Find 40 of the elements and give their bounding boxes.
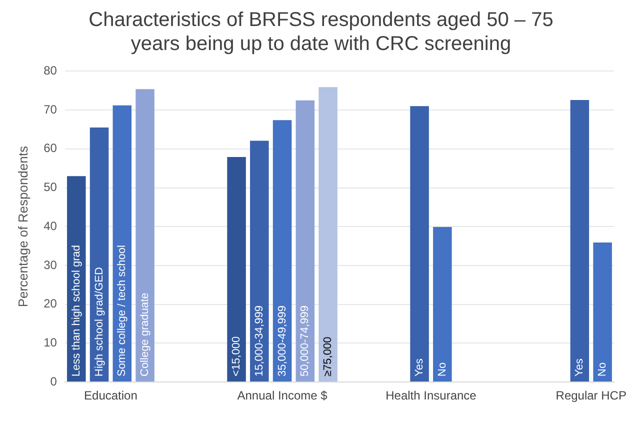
bar — [296, 100, 315, 382]
text: Health Insurance — [386, 388, 477, 402]
y-tick-label: 70 — [44, 102, 58, 116]
x-tick-label: Some college / tech school — [116, 245, 128, 376]
x-tick-label: No — [436, 362, 448, 376]
y-tick-label: 0 — [50, 374, 58, 388]
y-tick-label: 60 — [44, 141, 58, 156]
x-tick-label: High school grad/GED — [93, 267, 106, 376]
bar — [227, 157, 246, 382]
bar — [318, 87, 338, 382]
x-tick-label: College graduate — [139, 292, 152, 376]
x-tick-label: ≥75,000 — [322, 336, 334, 376]
bar — [570, 100, 590, 382]
y-tick-label: 50 — [44, 180, 58, 194]
bar — [433, 226, 452, 382]
bar — [593, 242, 612, 382]
x-tick-label: Yes — [574, 358, 586, 376]
x-tick-label: 15,000-34,999 — [253, 306, 266, 376]
y-tick-label: 20 — [44, 296, 58, 311]
chart-title: Characteristics of BRFSS respondents aged 50 – 75 years being up to date with CRC screening — [88, 8, 554, 56]
x-tick-label: 50,000-74,999 — [299, 306, 312, 376]
text: Education — [84, 388, 138, 402]
y-tick-label: 40 — [44, 218, 58, 233]
bar — [250, 140, 269, 382]
y-tick-label: 80 — [44, 64, 58, 78]
x-tick-label: No — [596, 362, 609, 376]
text: Regular HCP — [556, 388, 626, 402]
bar — [272, 120, 292, 382]
bar — [112, 105, 132, 382]
bar — [90, 128, 109, 382]
bar — [136, 89, 154, 382]
text: Annual Income $ — [237, 388, 328, 402]
x-tick-label: <15,000 — [230, 336, 243, 376]
x-tick-label: Yes — [414, 358, 426, 376]
x-tick-label: 35,000-49,999 — [276, 306, 288, 376]
y-axis-title: Percentage of Respondents — [15, 146, 30, 308]
y-tick-label: 30 — [44, 258, 58, 272]
bar — [410, 106, 429, 382]
x-tick-label: Less than high school grad — [70, 245, 82, 376]
y-tick-label: 10 — [44, 335, 58, 350]
